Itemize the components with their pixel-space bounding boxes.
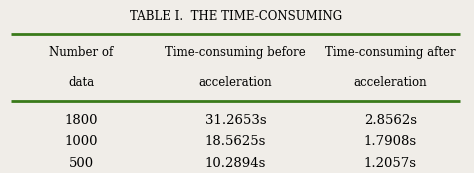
- Text: 18.5625s: 18.5625s: [205, 135, 266, 148]
- Text: Time-consuming before: Time-consuming before: [165, 46, 306, 59]
- Text: acceleration: acceleration: [353, 76, 427, 89]
- Text: 500: 500: [68, 157, 93, 170]
- Text: 31.2653s: 31.2653s: [205, 114, 266, 127]
- Text: TABLE I.  THE TIME-CONSUMING: TABLE I. THE TIME-CONSUMING: [129, 10, 342, 23]
- Text: 10.2894s: 10.2894s: [205, 157, 266, 170]
- Text: acceleration: acceleration: [199, 76, 273, 89]
- Text: 1.2057s: 1.2057s: [364, 157, 417, 170]
- Text: 1800: 1800: [64, 114, 98, 127]
- Text: 2.8562s: 2.8562s: [364, 114, 417, 127]
- Text: Number of: Number of: [49, 46, 113, 59]
- Text: 1000: 1000: [64, 135, 98, 148]
- Text: data: data: [68, 76, 94, 89]
- Text: 1.7908s: 1.7908s: [364, 135, 417, 148]
- Text: Time-consuming after: Time-consuming after: [325, 46, 456, 59]
